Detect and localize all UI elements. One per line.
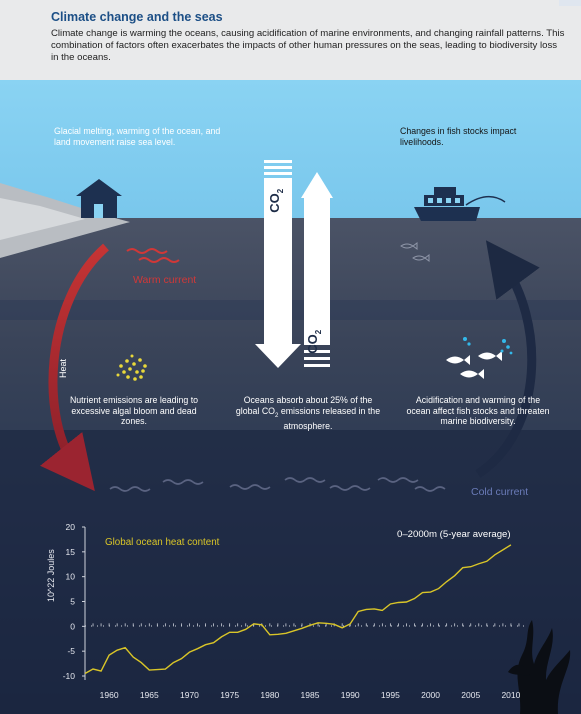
warm-current-label: Warm current [133, 274, 197, 286]
cold-current-label: Cold current [471, 486, 529, 498]
x-tick-label: 2005 [461, 690, 480, 700]
fish-stocks-text: Changes in fish stocks impact livelihood… [400, 126, 517, 147]
x-tick-label: 1995 [381, 690, 400, 700]
x-tick-label: 2000 [421, 690, 440, 700]
seaweed-icon [508, 620, 571, 714]
x-tick-label: 1985 [301, 690, 320, 700]
house-icon [76, 179, 122, 218]
x-tick-label: 1970 [180, 690, 199, 700]
bubbles-icon [463, 337, 513, 355]
y-tick-label: 15 [66, 547, 76, 557]
y-tick-label: -10 [63, 671, 76, 681]
heat-label: Heat [58, 358, 68, 378]
co2-up-arrow [301, 172, 333, 367]
nutrient-text: Nutrient emissions are leading to excess… [69, 395, 199, 426]
boat-icon [414, 187, 506, 221]
oceans-absorb-text: Oceans absorb about 25% of the global CO… [235, 395, 381, 431]
page-title: Climate change and the seas [51, 10, 223, 24]
ocean-heat-series-line [84, 544, 512, 675]
x-tick-label: 1980 [260, 690, 279, 700]
cold-current-arrow [475, 240, 540, 478]
x-tick-label: 1975 [220, 690, 239, 700]
x-tick-label: 2010 [501, 690, 520, 700]
x-axis-ticks: 1960 1965 1970 1975 1980 1985 1990 1995 2000 2005… [92, 623, 521, 700]
chart-title: Global ocean heat content [105, 537, 220, 548]
deep-ocean [0, 430, 581, 714]
y-tick-label: 10 [66, 572, 76, 582]
y-tick-label: 0 [70, 621, 75, 631]
y-tick-label: 20 [66, 522, 76, 532]
algae-icon [116, 354, 147, 381]
co2-down-arrow [255, 160, 301, 368]
warm-current-arrow [40, 243, 109, 492]
corner-tab [559, 0, 581, 6]
small-fish-icon [400, 242, 430, 262]
intro-text: Climate change is warming the oceans, ca… [51, 28, 565, 63]
warm-wave-icon [126, 248, 180, 263]
cold-wave-icon [109, 477, 446, 492]
y-tick-label: 5 [70, 597, 75, 607]
series-line [84, 544, 512, 675]
y-axis-ticks: 20 15 10 5 0 -5 -10 [63, 522, 85, 681]
glacier-highlight [0, 198, 85, 240]
co2-down-label: CO2 [267, 188, 285, 213]
chart-subtitle: 0–2000m (5-year average) [397, 529, 511, 540]
fish-icon [446, 351, 502, 379]
acidification-text: Acidification and warming of the ocean a… [406, 395, 550, 426]
x-tick-label: 1960 [100, 690, 119, 700]
y-axis-label: 10^22 Joules [46, 549, 56, 602]
y-tick-label: -5 [67, 646, 75, 656]
x-tick-label: 1965 [140, 690, 159, 700]
x-tick-label: 1990 [341, 690, 360, 700]
co2-up-label: CO2 [305, 329, 323, 354]
glacial-text: Glacial melting, warming of the ocean, a… [54, 126, 221, 147]
header: Climate change and the seas Climate chan… [0, 0, 581, 80]
